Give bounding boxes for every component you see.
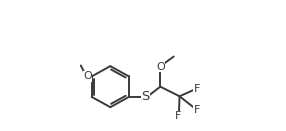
Text: S: S xyxy=(141,90,150,103)
Text: F: F xyxy=(174,111,181,121)
Text: F: F xyxy=(194,105,200,115)
Text: O: O xyxy=(83,71,92,81)
Text: O: O xyxy=(156,62,165,72)
Text: F: F xyxy=(194,84,200,94)
